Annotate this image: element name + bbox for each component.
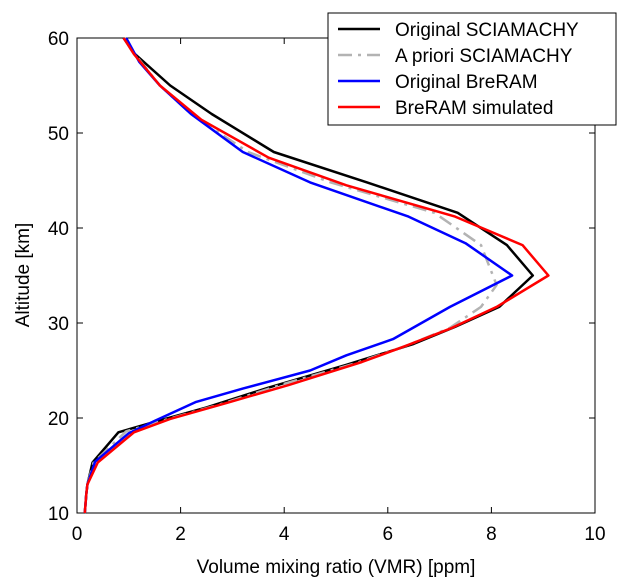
- series-line-original-breram: [83, 37, 514, 514]
- y-tick-label-3: 40: [48, 219, 69, 240]
- legend-label-2: Original BreRAM: [395, 72, 538, 93]
- x-tick-label-1: 2: [175, 524, 186, 545]
- y-tick-label-0: 10: [48, 504, 69, 525]
- x-tick-label-4: 8: [486, 524, 497, 545]
- legend: Original SCIAMACHY A priori SCIAMACHY Orig…: [327, 12, 617, 126]
- legend-label-3: BreRAM simulated: [395, 98, 553, 119]
- y-tick-label-2: 30: [48, 314, 69, 335]
- x-tick-label-3: 6: [383, 524, 394, 545]
- tick-layer: 0 2 4 6 8 10 10 20 30 40 50 60: [48, 29, 606, 545]
- x-tick-label-0: 0: [72, 524, 83, 545]
- y-tick-label-5: 60: [48, 29, 69, 50]
- legend-label-0: Original SCIAMACHY: [395, 20, 579, 41]
- y-tick-label-1: 20: [48, 409, 69, 430]
- y-axis-label: Altitude [km]: [13, 223, 34, 328]
- x-axis-label: Volume mixing ratio (VMR) [ppm]: [197, 557, 476, 577]
- y-tick-label-4: 50: [48, 124, 69, 145]
- series-line-breram-simulated: [83, 37, 550, 514]
- legend-label-1: A priori SCIAMACHY: [395, 46, 573, 67]
- x-tick-label-2: 4: [279, 524, 290, 545]
- series-layer: [83, 37, 550, 514]
- x-tick-label-5: 10: [584, 524, 605, 545]
